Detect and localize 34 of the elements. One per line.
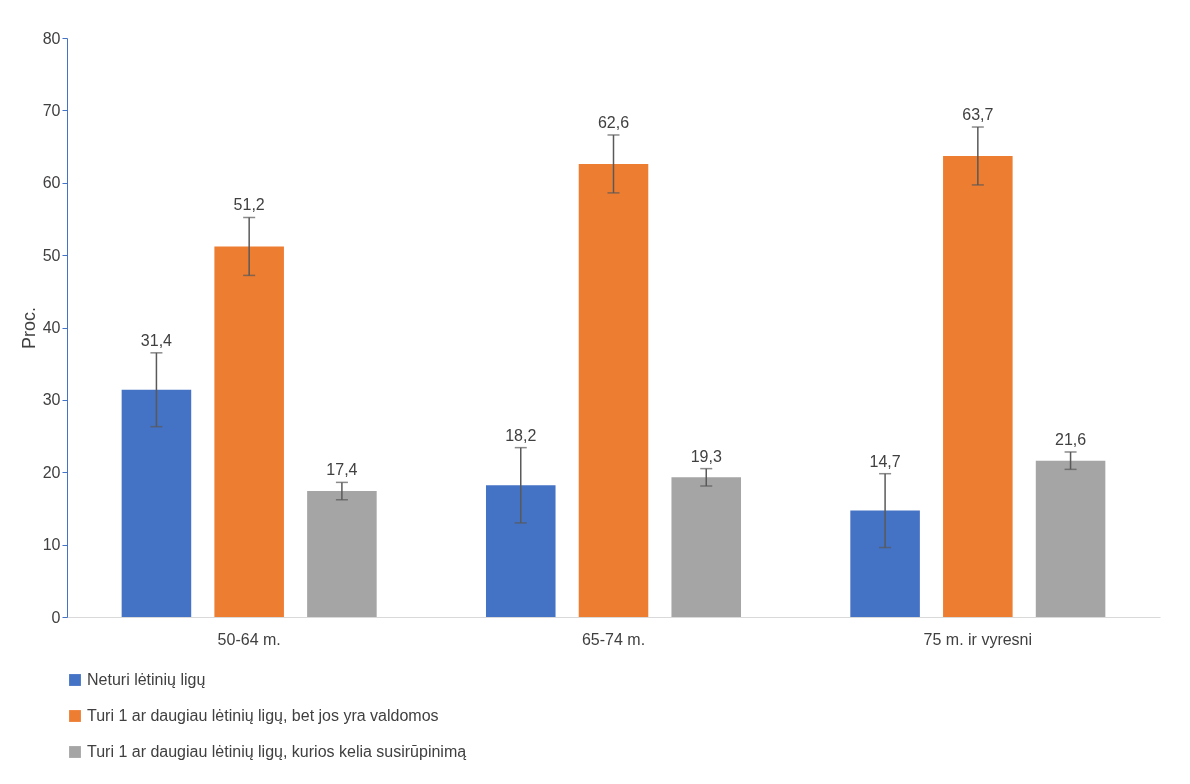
bar: [307, 491, 377, 617]
y-axis-title: Proc.: [18, 306, 39, 350]
x-tick-label: 65-74 m.: [581, 630, 646, 648]
x-tick-label: 50-64 m.: [217, 630, 281, 648]
data-label: 14,7: [869, 452, 901, 470]
bar: [850, 510, 920, 617]
data-label: 62,6: [597, 113, 630, 131]
y-tick-label: 10: [42, 536, 61, 554]
legend-label: Neturi lėtinių ligų: [87, 671, 206, 688]
y-tick-label: 50: [42, 246, 61, 264]
x-tick-label: 75 m. ir vyresni: [923, 630, 1033, 648]
data-label: 51,2: [233, 196, 265, 214]
bar: [943, 155, 1013, 617]
data-label: 21,6: [1055, 430, 1087, 448]
bar: [1035, 460, 1106, 617]
y-tick-label: 40: [42, 319, 61, 336]
bar: [121, 389, 192, 617]
y-tick-label: 80: [42, 29, 61, 47]
y-tick-label: 70: [42, 101, 61, 119]
y-tick-label: 60: [42, 174, 61, 192]
y-tick-label: 0: [51, 608, 61, 626]
legend-label: Turi 1 ar daugiau lėtinių ligų, bet jos yra valdomos: [87, 707, 439, 724]
bar: [578, 163, 649, 617]
data-label: 18,2: [505, 426, 537, 444]
legend-label: Turi 1 ar daugiau lėtinių ligų, kurios kelia susirūpinimą: [87, 743, 467, 760]
data-label: 19,3: [690, 447, 722, 465]
data-label: 63,7: [962, 106, 994, 124]
bar: [485, 485, 556, 617]
data-label: 17,4: [326, 461, 358, 479]
y-tick-label: 20: [42, 463, 61, 481]
bar: [671, 477, 742, 617]
y-tick-label: 30: [42, 391, 61, 409]
bar: [214, 246, 284, 617]
data-label: 31,4: [140, 331, 173, 349]
